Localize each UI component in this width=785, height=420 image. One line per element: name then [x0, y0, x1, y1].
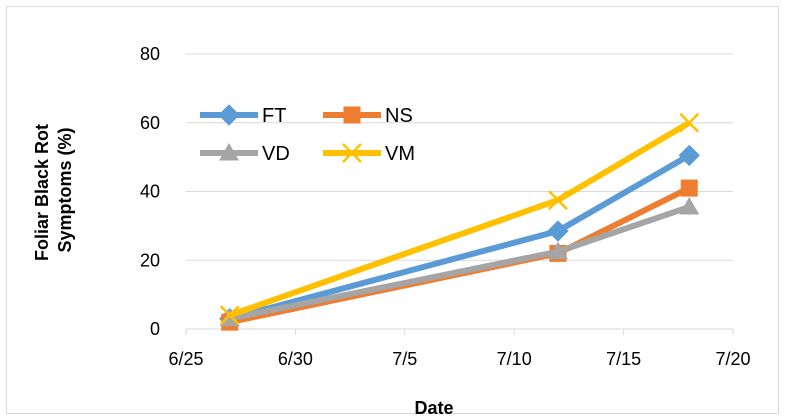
data-point-triangle: [219, 143, 239, 161]
x-tick-label: 7/5: [392, 349, 417, 369]
data-point-diamond: [678, 144, 700, 167]
series-group: [219, 112, 700, 331]
y-tick-label: 40: [140, 182, 160, 202]
x-tick-label: 6/25: [168, 349, 203, 369]
data-point-x: [342, 143, 362, 163]
y-axis-title-line-2: Symptoms (%): [55, 127, 75, 252]
y-axis-title-line-1: Foliar Black Rot: [32, 124, 52, 261]
legend-entry-ft: FT: [200, 104, 286, 127]
axes: 0 20 40 60 80 6/25 6/30 7/5 7/10 7/15 7/20: [140, 44, 751, 369]
x-axis-title: Date: [414, 398, 453, 418]
x-tick-label: 7/20: [715, 349, 750, 369]
x-tick-label: 7/10: [497, 349, 532, 369]
y-tick-label: 60: [140, 113, 160, 133]
legend-label-vd: VD: [262, 143, 290, 165]
data-point-x: [679, 112, 700, 133]
y-tick-label: 20: [140, 250, 160, 270]
data-point-triangle: [679, 196, 700, 215]
data-point-square: [680, 179, 698, 197]
data-point-x: [219, 305, 240, 326]
x-tick-label: 6/30: [278, 349, 313, 369]
y-axis-title: Foliar Black Rot Symptoms (%): [32, 119, 75, 261]
legend-label-vm: VM: [385, 143, 415, 165]
y-tick-label: 80: [140, 44, 160, 64]
legend-label-ft: FT: [262, 105, 286, 127]
data-point-triangle: [547, 241, 568, 260]
legend-entry-ns: NS: [323, 105, 413, 127]
data-point-square: [343, 106, 361, 124]
x-tick-label: 7/15: [606, 349, 641, 369]
data-point-x: [548, 190, 568, 210]
data-point-diamond: [547, 220, 569, 242]
legend-label-ns: NS: [385, 105, 413, 127]
y-tick-label: 0: [150, 319, 160, 339]
data-point-diamond: [218, 104, 240, 126]
legend: FT NS VD VM: [200, 104, 415, 165]
series-vm: [219, 112, 700, 326]
legend-entry-vd: VD: [200, 143, 290, 165]
legend-entry-vm: VM: [323, 143, 415, 165]
